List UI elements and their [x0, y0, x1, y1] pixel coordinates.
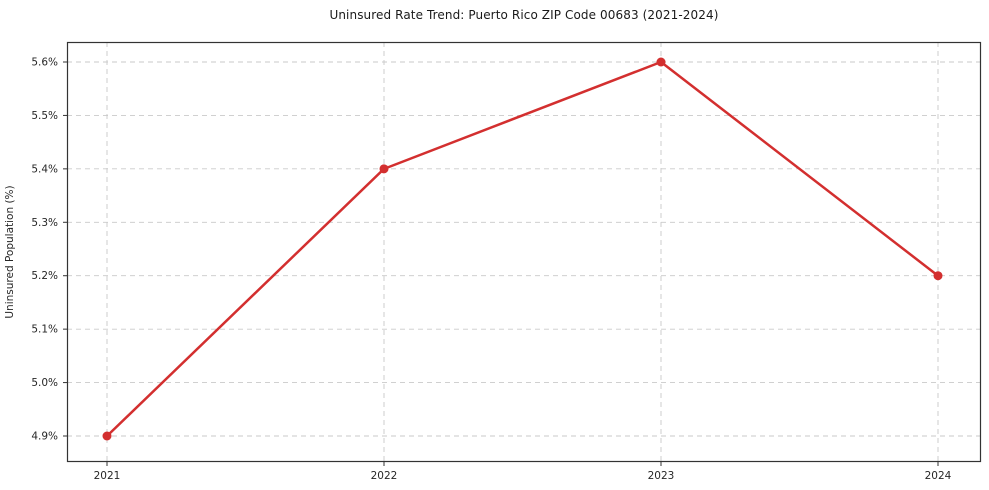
y-tick-label: 5.1% [31, 324, 58, 336]
chart-title: Uninsured Rate Trend: Puerto Rico ZIP Co… [329, 8, 719, 22]
y-tick-label: 5.2% [31, 270, 58, 282]
gridlines [67, 42, 981, 462]
data-point [102, 431, 112, 441]
tick-labels: 4.9% 5.0% 5.1% 5.2% 5.3% 5.4% 5.5% 5.6% 2021 2022… [31, 57, 951, 483]
axis-ticks [63, 61, 939, 466]
plot-border [66, 41, 982, 463]
y-tick-label: 4.9% [31, 431, 58, 443]
x-tick-label: 2024 [925, 470, 952, 482]
y-tick-label: 5.6% [31, 57, 58, 69]
y-tick-label: 5.5% [31, 110, 58, 122]
data-point [656, 57, 666, 67]
trend-line [105, 60, 940, 438]
data-points [102, 57, 943, 441]
y-tick-label: 5.0% [31, 377, 58, 389]
y-tick-label: 5.4% [31, 163, 58, 175]
x-tick-label: 2021 [94, 470, 121, 482]
x-tick-label: 2023 [648, 470, 675, 482]
data-point [933, 271, 943, 281]
y-tick-label: 5.3% [31, 217, 58, 229]
x-tick-label: 2022 [371, 470, 398, 482]
y-axis-title: Uninsured Population (%) [4, 185, 16, 318]
data-point [379, 164, 389, 174]
